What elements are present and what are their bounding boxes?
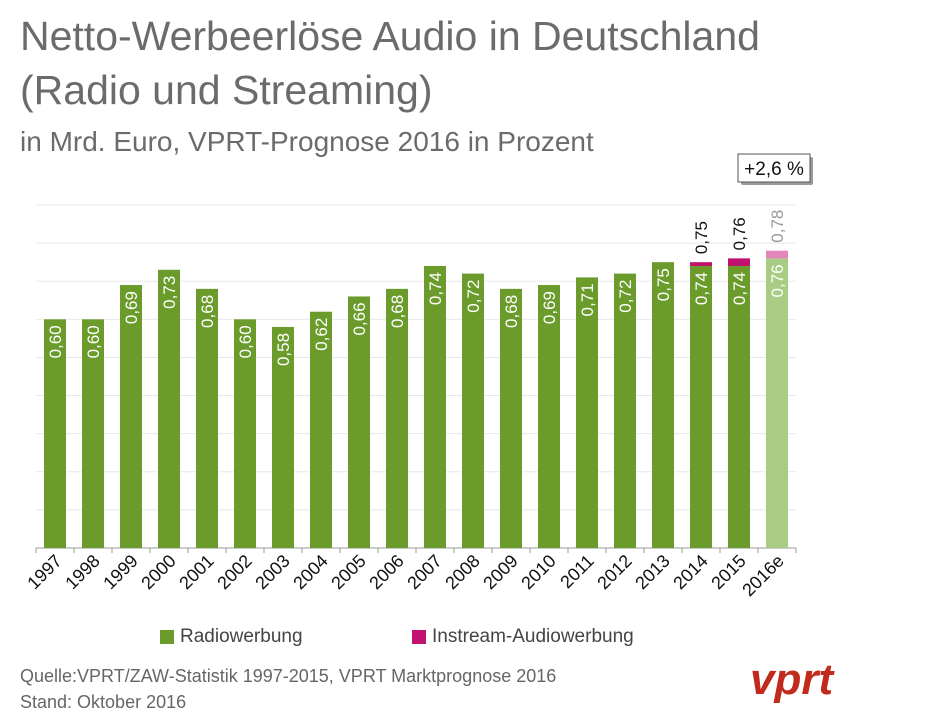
callout-text: +2,6 % (744, 159, 804, 180)
x-tick-label: 2004 (289, 551, 331, 593)
bar-value-label: 0,60 (236, 325, 255, 358)
x-tick-label: 2002 (213, 551, 255, 593)
bar-value-label: 0,74 (426, 272, 445, 305)
total-label: 0,75 (692, 221, 711, 254)
callout-box (737, 153, 811, 183)
bar-value-label: 0,72 (464, 280, 483, 313)
bar-value-label: 0,73 (160, 276, 179, 309)
x-tick-label: 2010 (517, 551, 559, 593)
bar-radiowerbung (766, 258, 788, 548)
bar-instream (690, 262, 712, 266)
stand-note: Stand: Oktober 2016 (20, 692, 187, 712)
x-tick-label: 1999 (99, 551, 141, 593)
bar-radiowerbung (120, 285, 142, 548)
bar-value-label: 0,75 (654, 268, 673, 301)
bar-radiowerbung (44, 319, 66, 548)
x-tick-label: 1998 (61, 551, 103, 593)
bar-radiowerbung (652, 262, 674, 548)
bar-value-label: 0,74 (692, 272, 711, 305)
bar-radiowerbung (234, 319, 256, 548)
bar-value-label: 0,69 (122, 291, 141, 324)
title-line-1: Netto-Werbeerlöse Audio in Deutschland (20, 13, 760, 59)
bar-radiowerbung (310, 311, 332, 548)
x-tick-label: 2000 (137, 551, 179, 593)
bar-value-label: 0,74 (730, 272, 749, 305)
source-note: Quelle:VPRT/ZAW-Statistik 1997-2015, VPR… (20, 666, 557, 686)
bar-value-label: 0,76 (768, 264, 787, 297)
bar-value-label: 0,68 (388, 295, 407, 328)
bar-instream (766, 250, 788, 259)
legend-instream: Instream-Audiowerbung (412, 626, 634, 648)
x-tick-label: 2012 (593, 551, 635, 593)
x-tick-label: 2009 (479, 551, 521, 593)
x-tick-label: 2016e (738, 551, 788, 601)
x-tick-label: 2013 (631, 551, 673, 593)
legend-swatch-radio (160, 630, 174, 644)
bar-radiowerbung (538, 285, 560, 548)
legend-label-instream: Instream-Audiowerbung (432, 626, 634, 647)
x-tick-label: 2001 (175, 551, 217, 593)
chart-subtitle: in Mrd. Euro, VPRT-Prognose 2016 in Proz… (20, 126, 594, 157)
bar-value-label: 0,68 (198, 295, 217, 328)
legend-label-radio: Radiowerbung (180, 626, 303, 647)
bar-value-label: 0,71 (578, 283, 597, 316)
bar-radiowerbung (690, 265, 712, 548)
bar-value-label: 0,58 (274, 333, 293, 366)
x-tick-label: 2007 (403, 551, 445, 593)
bar-radiowerbung (348, 296, 370, 548)
bar-radiowerbung (424, 265, 446, 548)
bar-radiowerbung (272, 326, 294, 548)
x-tick-label: 2014 (669, 551, 711, 593)
x-tick-label: 2003 (251, 551, 293, 593)
bar-value-label: 0,69 (540, 291, 559, 324)
bar-value-label: 0,68 (502, 295, 521, 328)
bar-radiowerbung (386, 288, 408, 548)
x-tick-label: 2006 (365, 551, 407, 593)
vprt-logo: vprt (750, 656, 835, 704)
bar-radiowerbung (82, 319, 104, 548)
x-tick-label: 1997 (23, 551, 65, 593)
legend-radiowerbung: Radiowerbung (160, 626, 303, 648)
x-tick-label: 2011 (556, 551, 598, 593)
bar-radiowerbung (576, 277, 598, 548)
x-tick-label: 2005 (327, 551, 369, 593)
bar-radiowerbung (500, 288, 522, 548)
bar-radiowerbung (462, 273, 484, 548)
legend-swatch-instream (412, 630, 426, 644)
bar-radiowerbung (158, 269, 180, 548)
bar-radiowerbung (196, 288, 218, 548)
bar-value-label: 0,60 (84, 325, 103, 358)
bar-value-label: 0,72 (616, 280, 635, 313)
title-line-2: (Radio und Streaming) (20, 67, 433, 113)
vprt-logo-text: vprt (750, 656, 835, 704)
bar-value-label: 0,66 (350, 302, 369, 335)
total-label: 0,78 (768, 210, 787, 243)
bar-instream (728, 258, 750, 266)
total-label: 0,76 (730, 217, 749, 250)
bar-radiowerbung (614, 273, 636, 548)
bar-value-label: 0,60 (46, 325, 65, 358)
bar-radiowerbung (728, 265, 750, 548)
x-tick-label: 2008 (441, 551, 483, 593)
bar-value-label: 0,62 (312, 318, 331, 351)
